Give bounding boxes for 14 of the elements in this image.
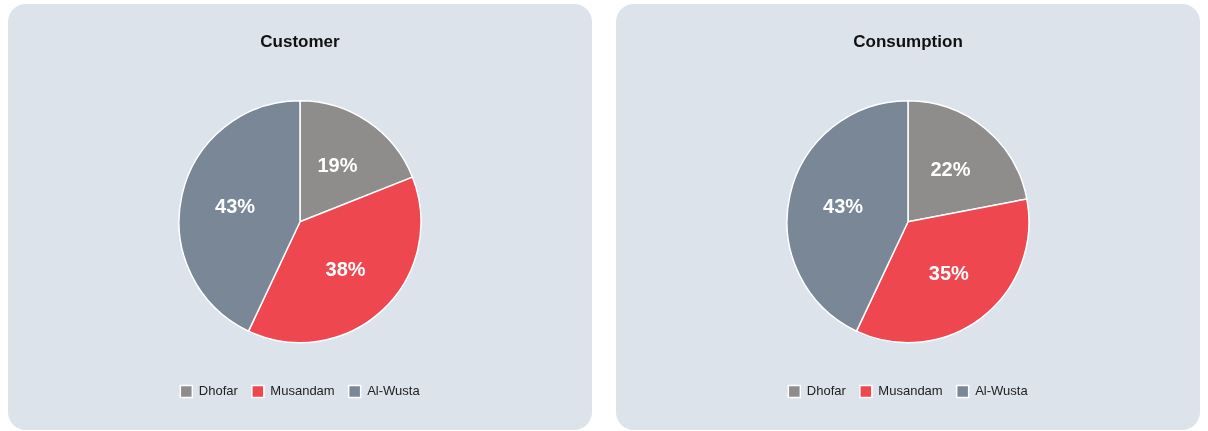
data-label: 22%	[930, 157, 971, 180]
legend-label: Al-Wusta	[367, 383, 421, 399]
data-label: 19%	[317, 154, 358, 177]
data-label: 43%	[215, 194, 256, 217]
legend-label: Musandam	[878, 383, 943, 399]
legend-label: Dhofar	[806, 383, 847, 399]
data-label: 43%	[823, 194, 864, 217]
data-label: 38%	[325, 257, 366, 280]
data-label: 35%	[928, 261, 970, 284]
legend-label: Musandam	[270, 383, 335, 399]
legend-label: Al-Wusta	[975, 383, 1029, 399]
chart-title: Consumption	[853, 31, 963, 51]
chart-title: Customer	[260, 31, 341, 51]
legend-label: Dhofar	[198, 383, 239, 399]
